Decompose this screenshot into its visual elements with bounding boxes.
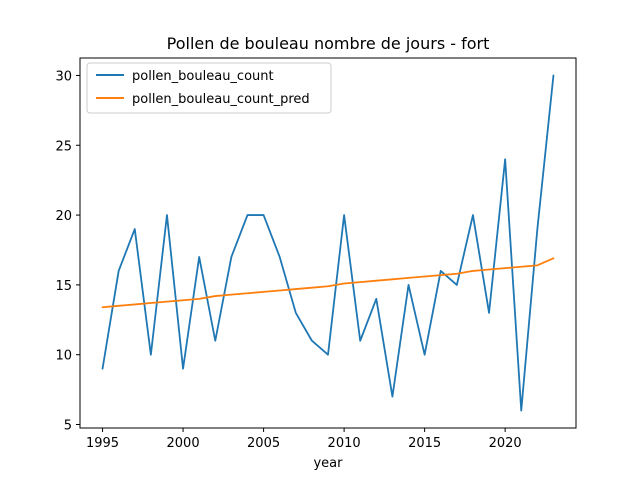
- chart-title: Pollen de bouleau nombre de jours - fort: [167, 34, 490, 53]
- legend-label-series-1: pollen_bouleau_count: [132, 69, 274, 84]
- x-tick-label-2005: 2005: [247, 436, 280, 451]
- legend-box: [86, 62, 332, 114]
- y-tick-label-5: 5: [64, 419, 72, 434]
- legend-label-series-2: pollen_bouleau_count_pred: [132, 92, 310, 107]
- series-line-1: [101, 74, 555, 412]
- series-lines: [101, 74, 555, 412]
- axis-ticks: 1995 2000 2005 2010 2015 2020 5 10 15 20 25 30: [55, 69, 521, 451]
- series-line-2: [101, 257, 555, 309]
- y-tick-label-10: 10: [55, 349, 72, 364]
- plot-frame: [79, 57, 577, 429]
- x-tick-label-2000: 2000: [167, 436, 200, 451]
- y-tick-label-15: 15: [55, 279, 72, 294]
- x-axis-label: year: [313, 456, 343, 471]
- x-tick-label-2020: 2020: [489, 436, 522, 451]
- x-tick-label-2015: 2015: [408, 436, 441, 451]
- x-tick-label-1995: 1995: [86, 436, 119, 451]
- x-tick-label-2010: 2010: [328, 436, 361, 451]
- legend: pollen_bouleau_count pollen_bouleau_coun…: [86, 62, 332, 114]
- y-tick-label-20: 20: [55, 209, 72, 224]
- y-tick-label-30: 30: [55, 69, 72, 84]
- y-tick-label-25: 25: [55, 139, 72, 154]
